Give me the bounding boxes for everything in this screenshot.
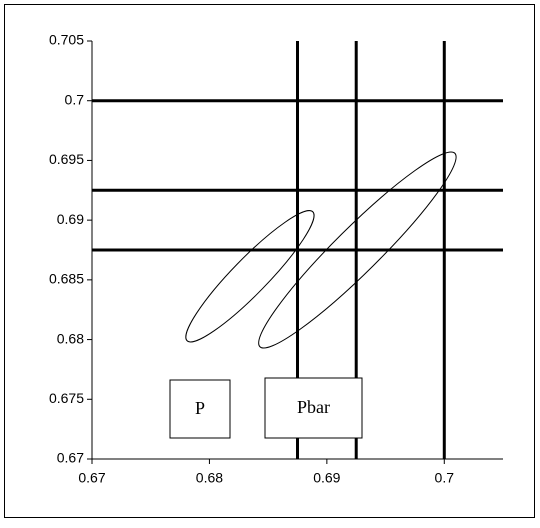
annotation: Pbar — [297, 397, 330, 417]
confidence-ellipse — [185, 210, 315, 343]
y-tick-label: 0.675 — [49, 390, 84, 406]
x-tick-label: 0.7 — [435, 470, 455, 486]
x-tick-label: 0.68 — [196, 470, 223, 486]
y-tick-label: 0.68 — [57, 330, 84, 346]
y-tick-label: 0.685 — [49, 271, 84, 287]
x-tick-label: 0.67 — [78, 470, 105, 486]
frame — [4, 4, 535, 518]
x-tick-label: 0.69 — [313, 470, 340, 486]
y-tick-label: 0.69 — [57, 211, 84, 227]
y-tick-label: 0.7 — [65, 91, 85, 107]
y-tick-label: 0.67 — [57, 450, 84, 466]
annotation-box — [264, 377, 363, 439]
y-tick-label: 0.695 — [49, 151, 84, 167]
annotation-box — [169, 379, 231, 439]
confidence-ellipse — [258, 151, 457, 349]
annotation: P — [195, 398, 205, 418]
y-tick-label: 0.705 — [49, 32, 84, 48]
